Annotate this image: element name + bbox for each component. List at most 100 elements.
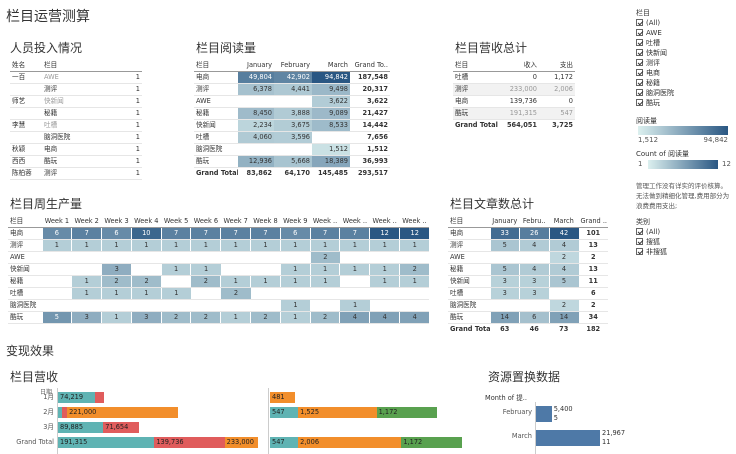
weekly-cell bbox=[71, 263, 102, 276]
rev-axis-label: 日期 bbox=[40, 389, 53, 396]
weekly-cell bbox=[161, 251, 191, 264]
articles-header: Grand .. bbox=[578, 216, 608, 228]
checkbox-icon[interactable] bbox=[636, 49, 643, 56]
filter-column-option[interactable]: 酷玩 bbox=[636, 98, 732, 108]
articles-cell bbox=[490, 251, 520, 264]
weekly-cell: 10 bbox=[130, 227, 162, 240]
checkbox-icon[interactable] bbox=[636, 39, 643, 46]
rev-left-segment: 139,736 bbox=[154, 437, 225, 448]
weekly-cell bbox=[161, 275, 191, 288]
filter-column-option-label: 酷玩 bbox=[646, 99, 660, 107]
filter-column-option-label: 脑洞医院 bbox=[646, 89, 674, 97]
reads-cell: AWE bbox=[194, 95, 238, 108]
weekly-cell: 2 bbox=[160, 311, 191, 324]
checkbox-icon[interactable] bbox=[636, 238, 643, 245]
articles-total-cell: 63 bbox=[490, 323, 520, 335]
filter-column-option[interactable]: 快新闻 bbox=[636, 48, 732, 58]
staff-cell: 秘籍 bbox=[42, 107, 102, 120]
revenue-cell: 2,006 bbox=[539, 83, 575, 96]
revenue-cell: 233,000 bbox=[499, 83, 539, 96]
weekly-cell: 7 bbox=[250, 227, 281, 240]
checkbox-icon[interactable] bbox=[636, 59, 643, 66]
reads-cell bbox=[312, 131, 350, 144]
reads-cell: 3,888 bbox=[274, 107, 312, 120]
weekly-cell: 1 bbox=[279, 311, 311, 324]
reads-cell: 49,804 bbox=[238, 71, 274, 84]
articles-cell: 14 bbox=[489, 311, 520, 324]
table-row: 吐槽 0 1,172 bbox=[453, 71, 575, 84]
articles-cell bbox=[519, 251, 549, 264]
weekly-cell bbox=[42, 299, 72, 312]
weekly-cell bbox=[190, 287, 221, 300]
checkbox-icon[interactable] bbox=[636, 29, 643, 36]
weekly-cell: 1 bbox=[101, 311, 132, 324]
weekly-cell bbox=[71, 299, 102, 312]
total-row: Grand Total 63 46 73 182 bbox=[448, 323, 608, 335]
articles-cell: 4 bbox=[519, 239, 549, 252]
weekly-cell: 1 bbox=[160, 239, 191, 252]
weekly-cell bbox=[399, 287, 430, 300]
weekly-cell bbox=[250, 263, 281, 276]
table-row: 快新闻 3 1 1 1 1 1 1 2 bbox=[8, 263, 430, 276]
filter-column-option[interactable]: 脑洞医院 bbox=[636, 88, 732, 98]
weekly-cell: 1 bbox=[220, 239, 251, 252]
reads-cell: 4,060 bbox=[238, 131, 274, 144]
staff-cell: 1 bbox=[102, 95, 142, 108]
articles-cell: 26 bbox=[519, 227, 549, 240]
checkbox-icon[interactable] bbox=[636, 99, 643, 106]
checkbox-icon[interactable] bbox=[636, 228, 643, 235]
table-row: 酷玩 12,936 5,668 18,389 36,993 bbox=[194, 155, 390, 168]
weekly-cell: 12 bbox=[399, 227, 430, 240]
weekly-cell: 1 bbox=[130, 239, 162, 252]
checkbox-icon[interactable] bbox=[636, 69, 643, 76]
legend-count-min: 1 bbox=[638, 160, 643, 168]
revenue-header: 支出 bbox=[539, 60, 575, 72]
table-row: 电商 139,736 0 bbox=[453, 95, 575, 108]
weekly-cell bbox=[101, 251, 132, 264]
filter-column-option-label: 电商 bbox=[646, 69, 660, 77]
weekly-cell: 4 bbox=[339, 311, 370, 324]
weekly-cell: 1 bbox=[369, 239, 400, 252]
weekly-cell bbox=[399, 251, 430, 264]
reads-cell: 2,234 bbox=[238, 119, 274, 132]
table-row: 一百 AWE 1 bbox=[10, 71, 142, 84]
filter-category-option[interactable]: 搜狐 bbox=[636, 237, 732, 247]
checkbox-icon[interactable] bbox=[636, 89, 643, 96]
staff-cell: 1 bbox=[102, 131, 142, 144]
table-row: 测评 1 bbox=[10, 83, 142, 96]
checkbox-icon[interactable] bbox=[636, 248, 643, 255]
filter-column-option[interactable]: 秘籍 bbox=[636, 78, 732, 88]
staff-cell: 测评 bbox=[42, 167, 102, 180]
weekly-cell bbox=[42, 263, 72, 276]
weekly-cell bbox=[42, 287, 72, 300]
reads-cell: 9,498 bbox=[312, 83, 350, 96]
filter-column-option[interactable]: 吐槽 bbox=[636, 38, 732, 48]
reads-cell bbox=[238, 143, 274, 156]
reads-title: 栏目阅读量 bbox=[196, 41, 257, 55]
checkbox-icon[interactable] bbox=[636, 79, 643, 86]
exchange-value: 5,400 bbox=[553, 405, 573, 413]
filter-column-option[interactable]: (All) bbox=[636, 18, 732, 28]
weekly-header: Week .. bbox=[399, 216, 430, 228]
filter-category-option[interactable]: (All) bbox=[636, 227, 732, 237]
articles-total-cell: Grand Total bbox=[448, 323, 490, 335]
weekly-cell: 1 bbox=[339, 299, 370, 312]
revenue-total-cell: Grand Total bbox=[453, 119, 499, 131]
weekly-cell bbox=[42, 251, 72, 264]
rev-right-segment: 1,172 bbox=[376, 407, 437, 418]
staff-cell: 1 bbox=[102, 71, 142, 84]
filter-column-option[interactable]: 测评 bbox=[636, 58, 732, 68]
articles-cell bbox=[519, 299, 549, 312]
reads-cell: 3,675 bbox=[274, 119, 312, 132]
reads-cell: 9,089 bbox=[312, 107, 350, 120]
filter-column-option[interactable]: AWE bbox=[636, 28, 732, 38]
reads-total-cell: Grand Total bbox=[194, 167, 238, 179]
rev-row-label: 2月 bbox=[43, 408, 54, 416]
checkbox-icon[interactable] bbox=[636, 19, 643, 26]
filter-category-option[interactable]: 非搜狐 bbox=[636, 247, 732, 257]
filter-column-option[interactable]: 电商 bbox=[636, 68, 732, 78]
weekly-header: Week 4 bbox=[131, 216, 162, 228]
rev-left-segment: 191,315 bbox=[58, 437, 155, 448]
reads-header: Grand To.. bbox=[350, 60, 390, 72]
weekly-cell: 1 bbox=[369, 263, 400, 276]
